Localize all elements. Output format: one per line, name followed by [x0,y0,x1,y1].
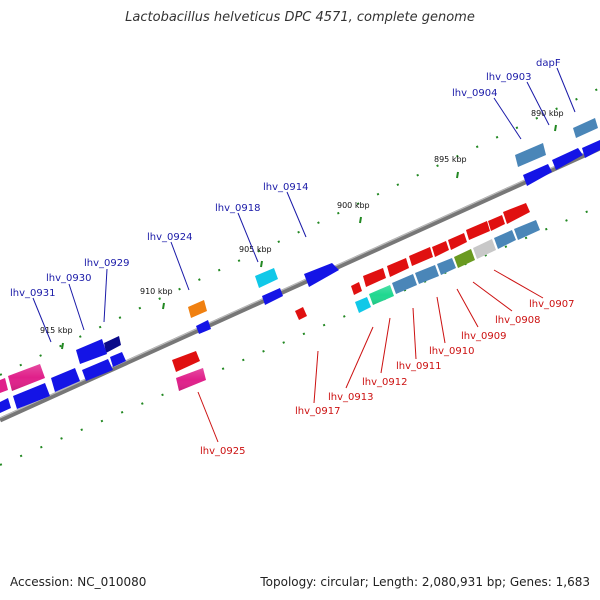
gene-block[interactable] [51,368,80,392]
gene-block[interactable] [437,258,456,275]
outer-tick-track [0,87,600,376]
tick-905: 905 kbp [239,245,272,254]
map-title: Lactobacillus helveticus DPC 4571, compl… [125,10,475,25]
label-lhv-0903: lhv_0903 [486,72,531,83]
tick-915: 915 kbp [40,326,73,335]
gene-block[interactable] [573,118,598,138]
label-lhv-0908: lhv_0908 [495,315,540,326]
label-lhv-0925: lhv_0925 [200,446,245,457]
label-lhv-0929: lhv_0929 [84,258,129,269]
gene-block[interactable] [503,203,530,224]
label-lhv-0914: lhv_0914 [263,182,308,193]
gene-block[interactable] [387,258,409,277]
gene-block[interactable] [172,351,200,372]
gene-block[interactable] [82,359,113,381]
gene-block[interactable] [582,140,600,158]
label-lhv-0911: lhv_0911 [396,361,441,372]
gene-block[interactable] [262,288,283,305]
gene-labels-top: dapF lhv_0903 lhv_0904 lhv_0914 lhv_0918… [10,58,561,299]
gene-block[interactable] [196,320,211,334]
accession-label: Accession: NC_010080 [10,575,147,589]
gene-block[interactable] [110,352,126,367]
gene-block[interactable] [432,241,449,257]
gene-block[interactable] [515,143,546,167]
gene-block[interactable] [514,220,540,240]
gene-block[interactable] [466,221,490,240]
gene-block[interactable] [76,339,107,364]
gene-labels-bottom: lhv_0907 lhv_0908 lhv_0909 lhv_0910 lhv_… [200,299,574,457]
gene-block[interactable] [392,274,417,294]
label-lhv-0912: lhv_0912 [362,377,407,388]
gene-block[interactable] [552,148,583,170]
gene-block[interactable] [454,249,475,268]
gene-block[interactable] [488,215,505,231]
leader-lines-bottom [197,269,544,443]
inner-tick-track [0,205,600,466]
gene-block[interactable] [188,300,207,318]
tick-900: 900 kbp [337,201,370,210]
label-lhv-0907: lhv_0907 [529,299,574,310]
label-lhv-0904: lhv_0904 [452,88,497,99]
label-lhv-0924: lhv_0924 [147,232,192,243]
gene-block[interactable] [0,398,11,413]
gene-block[interactable] [415,265,439,284]
gene-block[interactable] [351,282,362,295]
leader-lines-top [32,67,576,343]
tick-895: 895 kbp [434,155,467,164]
gene-block[interactable] [13,383,50,409]
tick-910: 910 kbp [140,287,173,296]
label-lhv-0918: lhv_0918 [215,203,260,214]
label-dapf: dapF [536,58,561,69]
gene-block[interactable] [104,336,121,353]
gene-block[interactable] [304,263,339,287]
gene-block[interactable] [448,233,467,250]
tick-890: 890 kbp [531,109,564,118]
gene-block[interactable] [355,297,371,313]
gene-block[interactable] [363,268,386,287]
tick-labels: 890 kbp 895 kbp 900 kbp 905 kbp 910 kbp … [40,109,564,335]
gene-block[interactable] [523,164,552,186]
gene-block[interactable] [409,247,433,266]
label-lhv-0910: lhv_0910 [429,346,474,357]
genome-summary: Topology: circular; Length: 2,080,931 bp… [260,575,590,589]
gene-block[interactable] [0,378,8,393]
label-lhv-0931: lhv_0931 [10,288,55,299]
label-lhv-0913: lhv_0913 [328,392,373,403]
label-lhv-0917: lhv_0917 [295,406,340,417]
gene-block[interactable] [473,239,496,259]
label-lhv-0909: lhv_0909 [461,331,506,342]
gene-block[interactable] [255,268,278,288]
gene-block[interactable] [295,307,307,320]
gene-block[interactable] [494,230,516,249]
gene-blocks [0,118,600,413]
label-lhv-0930: lhv_0930 [46,273,91,284]
